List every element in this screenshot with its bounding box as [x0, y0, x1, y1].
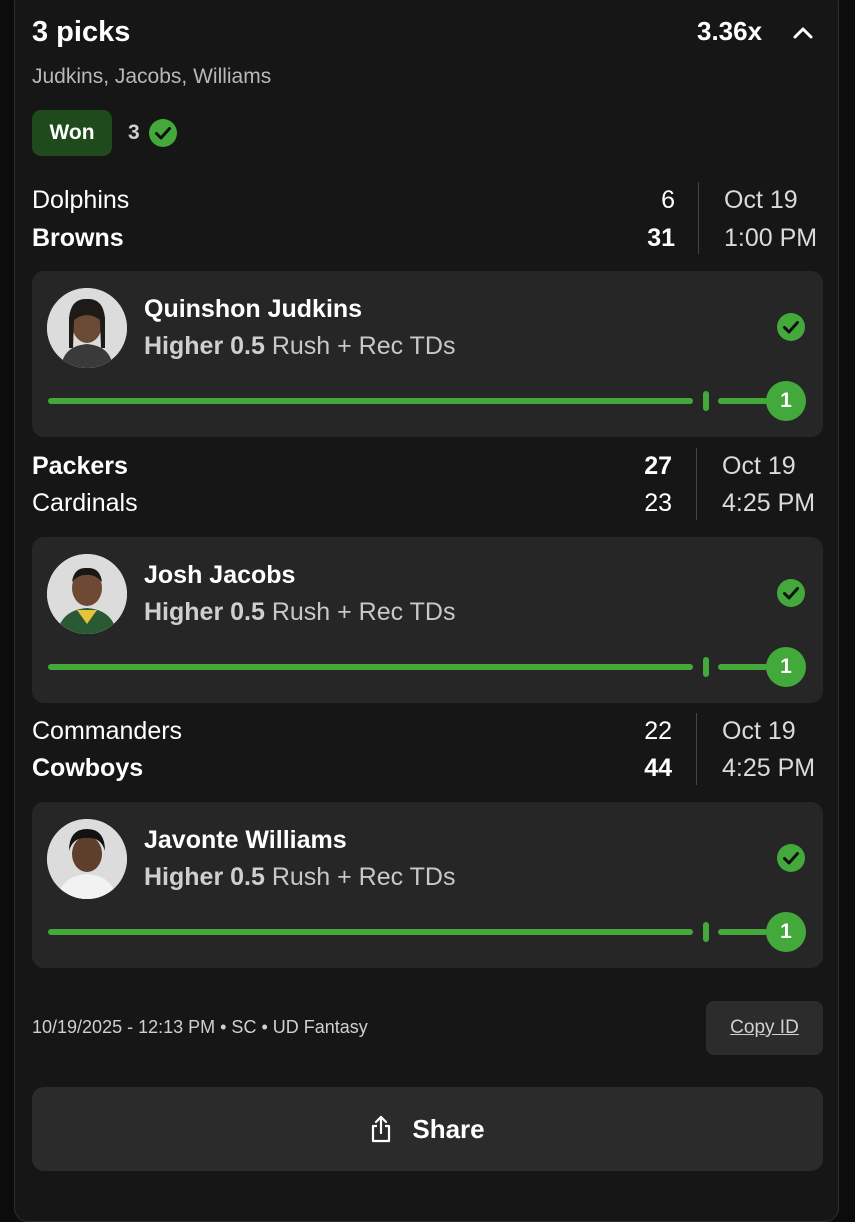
progress-track	[48, 664, 693, 670]
share-icon	[372, 1115, 391, 1143]
entry-meta: 10/19/2025 - 12:13 PM • SC • UD Fantasy	[32, 1017, 368, 1037]
entry-subtitle: Judkins, Jacobs, Williams	[32, 65, 272, 88]
game-team-home: Cardinals	[32, 489, 138, 517]
progress-track	[48, 929, 693, 935]
payout-multiplier: 3.36x	[697, 16, 763, 46]
game-team-away: Commanders	[32, 717, 183, 745]
progress-track-end	[718, 664, 768, 670]
game-date: Oct 19	[722, 717, 796, 745]
chevron-up-icon[interactable]	[790, 20, 816, 46]
status-badge: Won	[32, 110, 112, 156]
player-name: Quinshon Judkins	[144, 295, 363, 323]
correct-count: 3	[128, 121, 140, 144]
game-score-home: 44	[644, 754, 672, 782]
game-team-home: Browns	[32, 224, 124, 252]
pick-line: Higher 0.5 Rush + Rec TDs	[144, 863, 455, 892]
player-avatar	[47, 819, 127, 899]
result-value: 1	[766, 647, 806, 687]
game-team-home: Cowboys	[32, 754, 144, 782]
pick-direction: Higher 0.5	[144, 863, 265, 891]
progress-track-end	[718, 929, 768, 935]
divider	[696, 448, 697, 520]
check-circle-icon	[777, 579, 805, 607]
pick-stat: Rush + Rec TDs	[271, 332, 456, 360]
game-time: 1:00 PM	[724, 224, 818, 252]
pick-card[interactable]: Quinshon Judkins Higher 0.5 Rush + Rec T…	[32, 271, 823, 437]
copy-id-button[interactable]: Copy ID	[706, 1001, 823, 1055]
game-date: Oct 19	[724, 186, 798, 214]
player-name: Javonte Williams	[144, 826, 347, 854]
game-time: 4:25 PM	[722, 754, 816, 782]
pick-line: Higher 0.5 Rush + Rec TDs	[144, 598, 455, 627]
player-avatar	[47, 288, 127, 368]
game-score-home: 31	[647, 224, 675, 252]
share-label: Share	[412, 1113, 485, 1144]
game-time: 4:25 PM	[722, 489, 816, 517]
check-circle-icon	[777, 313, 805, 341]
progress-track-end	[718, 398, 768, 404]
game-score-home: 23	[644, 489, 672, 517]
divider	[696, 713, 697, 785]
pick-card[interactable]: Josh Jacobs Higher 0.5 Rush + Rec TDs 1	[32, 537, 823, 703]
progress-line-marker	[703, 922, 709, 942]
game-score-away: 6	[661, 186, 675, 214]
game-score-away: 27	[644, 452, 672, 480]
game-team-away: Packers	[32, 452, 128, 480]
game-date: Oct 19	[722, 452, 796, 480]
pick-stat: Rush + Rec TDs	[271, 863, 456, 891]
pick-card[interactable]: Javonte Williams Higher 0.5 Rush + Rec T…	[32, 802, 823, 968]
progress-line-marker	[703, 657, 709, 677]
pick-direction: Higher 0.5	[144, 332, 265, 360]
game-score-away: 22	[644, 717, 672, 745]
check-circle-icon	[777, 844, 805, 872]
progress-line-marker	[703, 391, 709, 411]
progress-track	[48, 398, 693, 404]
player-name: Josh Jacobs	[144, 561, 296, 589]
share-button[interactable]: Share	[32, 1087, 823, 1171]
pick-line: Higher 0.5 Rush + Rec TDs	[144, 332, 455, 361]
divider	[698, 182, 699, 254]
pick-stat: Rush + Rec TDs	[271, 598, 456, 626]
player-avatar	[47, 554, 127, 634]
pick-direction: Higher 0.5	[144, 598, 265, 626]
result-value: 1	[766, 912, 806, 952]
check-circle-icon	[149, 119, 177, 147]
game-team-away: Dolphins	[32, 186, 130, 214]
result-value: 1	[766, 381, 806, 421]
entry-title: 3 picks	[32, 16, 131, 48]
